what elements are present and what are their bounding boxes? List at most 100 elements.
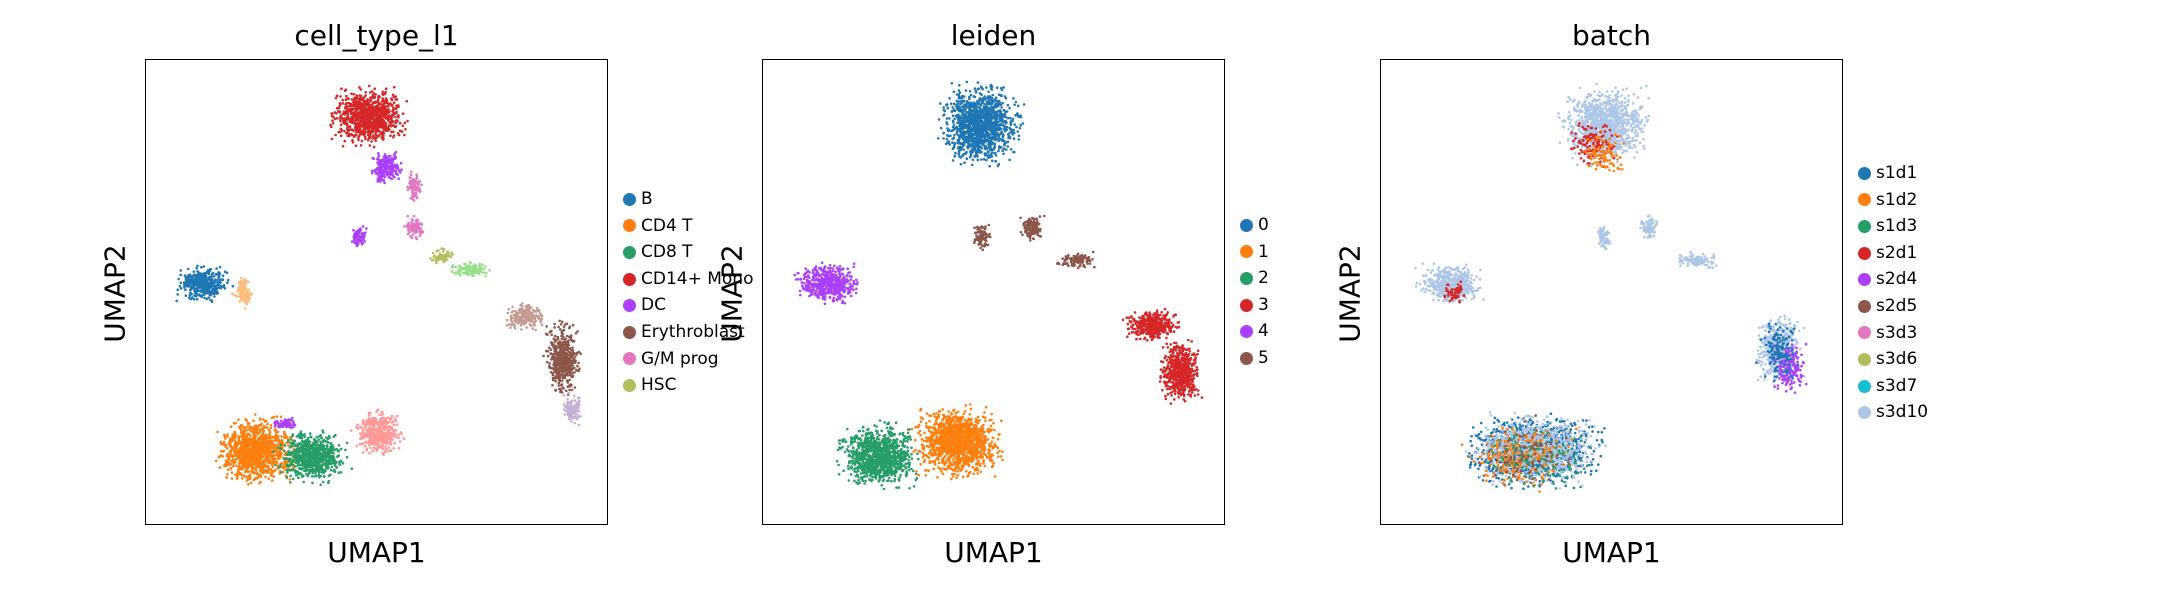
data-point [397,177,400,180]
data-point [213,295,216,298]
data-point [412,199,416,202]
data-point [247,298,250,301]
data-point [377,135,380,138]
data-point [388,159,391,163]
data-point [372,124,376,128]
data-point [385,169,388,172]
data-point [360,242,364,246]
data-point [386,111,389,114]
data-point [380,119,383,123]
data-point [366,138,370,142]
data-point [399,161,403,165]
data-point [204,281,208,285]
data-point [397,116,400,119]
chart-title: cell_type_l1 [294,19,459,52]
data-point [387,175,391,179]
data-point [381,90,384,94]
data-point [207,272,211,275]
data-point [370,140,373,143]
data-point [211,284,214,288]
data-point [192,297,196,301]
data-point [345,94,348,98]
data-point [375,111,378,115]
data-point [415,196,419,200]
data-point [367,118,370,121]
data-point [373,168,377,172]
data-point [390,177,394,181]
data-point [357,118,360,122]
data-point [355,94,359,98]
data-point [192,281,195,284]
data-point [245,302,249,306]
data-point [387,157,391,161]
data-point [411,189,415,193]
data-point [396,132,400,135]
data-point [353,103,356,107]
data-point [390,162,394,165]
data-point [360,108,364,111]
data-point [226,278,230,282]
data-point [413,179,417,182]
data-point [199,289,202,292]
data-point [407,229,410,232]
data-point [225,271,229,275]
data-point [231,292,234,295]
data-point [371,137,374,140]
data-point [238,293,242,296]
data-point [368,91,372,94]
data-point [385,171,388,174]
data-point [398,169,401,172]
data-point [385,173,388,176]
data-point [195,292,198,296]
data-point [400,130,404,133]
data-point [350,98,354,101]
data-point [364,137,367,141]
data-point [354,119,357,122]
data-point [245,289,249,292]
data-point [353,134,357,137]
data-point [359,144,363,147]
data-point [389,118,392,121]
data-point [202,284,206,288]
data-point [388,115,392,119]
data-point [369,107,372,110]
data-point [200,274,203,277]
data-point [330,137,334,141]
data-point [374,133,377,136]
data-point [373,108,376,111]
data-point [381,98,385,101]
data-point [358,126,361,129]
data-point [336,116,339,120]
data-point [246,292,250,296]
data-point [352,111,356,114]
data-point [184,278,188,281]
data-point [386,165,390,168]
data-point [355,108,359,111]
data-point [341,98,344,102]
data-point [390,172,394,176]
umap-panel-cell-type: cell_type_l1 UMAP1 UMAP2 B CD4 T CD8 T CD14… [0,0,754,600]
data-point [356,125,359,128]
data-point [357,231,360,235]
data-point [392,106,395,109]
data-point [370,126,373,130]
data-point [406,232,410,236]
data-point [383,102,386,105]
data-point [354,144,358,147]
data-point [418,180,422,183]
data-point [359,124,362,127]
data-point [331,122,335,125]
data-point [367,126,370,130]
data-point [378,124,381,128]
data-point [375,121,378,125]
data-point [179,281,183,285]
data-point [377,154,381,157]
data-point [394,98,397,101]
data-point [341,102,345,105]
data-point [177,277,180,281]
data-point [360,236,363,239]
data-point [398,121,402,125]
data-point [351,115,354,118]
data-point [357,242,360,245]
data-point [381,92,384,96]
